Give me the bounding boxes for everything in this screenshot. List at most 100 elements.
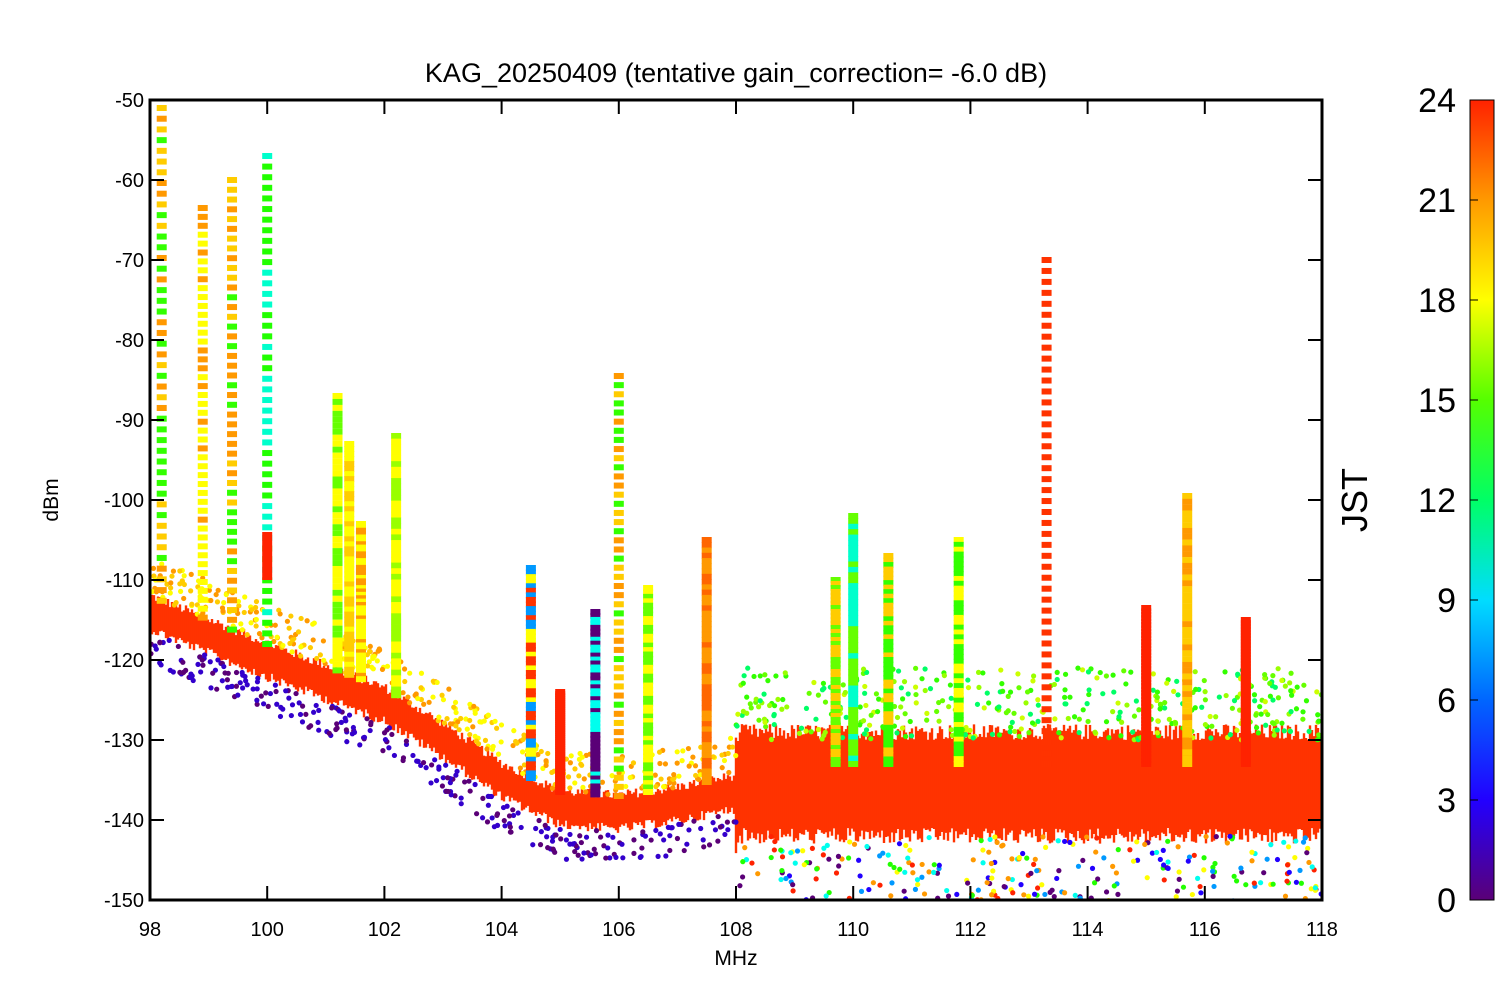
scatter-marker xyxy=(1257,704,1263,710)
scatter-marker xyxy=(458,795,464,801)
scatter-marker xyxy=(256,631,263,637)
signal-marker xyxy=(156,126,167,133)
signal-marker xyxy=(355,605,366,612)
scatter-marker xyxy=(794,848,801,854)
signal-marker xyxy=(1182,592,1193,599)
scatter-marker xyxy=(311,620,317,626)
signal-marker xyxy=(643,740,654,747)
signal-marker xyxy=(344,541,355,548)
scatter-marker xyxy=(592,851,599,857)
scatter-marker xyxy=(666,780,673,786)
signal-marker xyxy=(701,642,712,649)
scatter-marker xyxy=(177,568,183,574)
scatter-marker xyxy=(766,702,773,709)
scatter-marker xyxy=(1271,732,1277,738)
signal-marker xyxy=(525,565,536,571)
scatter-marker xyxy=(1157,856,1163,863)
signal-marker xyxy=(590,609,601,615)
signal-marker xyxy=(525,720,536,727)
signal-marker xyxy=(525,615,536,622)
signal-marker xyxy=(830,617,841,623)
signal-marker xyxy=(701,636,712,643)
signal-marker xyxy=(590,660,601,667)
signal-marker xyxy=(613,500,624,507)
signal-marker xyxy=(344,466,355,473)
signal-marker xyxy=(227,304,238,311)
scatter-marker xyxy=(456,727,462,733)
scatter-marker xyxy=(1306,728,1312,734)
scatter-marker xyxy=(902,711,908,717)
scatter-marker xyxy=(899,725,906,731)
scatter-marker xyxy=(545,845,551,851)
scatter-marker xyxy=(809,845,815,852)
scatter-marker xyxy=(181,595,187,602)
signal-marker xyxy=(332,613,343,620)
signal-marker xyxy=(391,517,402,524)
scatter-marker xyxy=(1164,680,1170,686)
scatter-marker xyxy=(1234,727,1240,733)
signal-marker xyxy=(156,544,167,551)
scatter-marker xyxy=(1176,876,1182,882)
signal-marker xyxy=(525,706,536,713)
scatter-marker xyxy=(993,904,998,909)
signal-marker xyxy=(197,552,208,559)
scatter-marker xyxy=(1209,723,1215,729)
scatter-marker xyxy=(763,724,769,730)
signal-marker xyxy=(344,441,355,447)
scatter-marker xyxy=(316,727,322,733)
signal-marker xyxy=(1141,710,1152,717)
scatter-marker xyxy=(1009,876,1015,883)
scatter-marker xyxy=(351,729,358,735)
signal-marker xyxy=(332,470,343,477)
scatter-marker xyxy=(1279,720,1285,726)
signal-marker xyxy=(391,686,402,693)
scatter-marker xyxy=(1316,732,1322,738)
signal-marker xyxy=(830,653,841,659)
scatter-marker xyxy=(1111,689,1117,695)
scatter-marker xyxy=(685,745,692,752)
signal-marker xyxy=(848,744,859,751)
y-tick-label: -100 xyxy=(104,490,144,512)
scatter-marker xyxy=(263,690,269,696)
signal-marker xyxy=(525,697,536,704)
scatter-marker xyxy=(735,711,741,717)
signal-marker xyxy=(1041,563,1052,570)
plot-area xyxy=(150,105,1322,909)
signal-marker xyxy=(953,624,964,631)
scatter-marker xyxy=(225,670,231,676)
signal-marker xyxy=(953,619,964,626)
scatter-marker xyxy=(1287,728,1294,734)
scatter-marker xyxy=(444,716,450,722)
scatter-marker xyxy=(891,864,897,871)
signal-marker xyxy=(344,551,355,558)
signal-marker xyxy=(1141,676,1152,683)
scatter-marker xyxy=(375,648,381,654)
scatter-marker xyxy=(510,742,516,749)
scatter-marker xyxy=(700,837,706,843)
scatter-marker xyxy=(843,714,849,720)
x-tick-label: 108 xyxy=(719,919,752,941)
signal-marker xyxy=(1182,510,1193,517)
signal-marker xyxy=(332,494,343,501)
scatter-marker xyxy=(207,659,213,665)
scatter-marker xyxy=(472,781,478,788)
signal-marker xyxy=(590,684,601,691)
scatter-marker xyxy=(293,690,299,697)
scatter-marker xyxy=(1023,700,1029,706)
signal-marker xyxy=(332,428,343,435)
signal-marker xyxy=(1141,757,1152,764)
signal-marker xyxy=(701,768,712,775)
scatter-marker xyxy=(946,704,952,710)
scatter-marker xyxy=(607,855,613,861)
scatter-marker xyxy=(1035,718,1041,724)
scatter-marker xyxy=(207,583,213,589)
signal-marker xyxy=(848,529,859,536)
scatter-marker xyxy=(715,813,721,820)
scatter-marker xyxy=(344,739,350,745)
signal-marker xyxy=(643,611,654,618)
signal-marker xyxy=(613,592,624,599)
signal-marker xyxy=(643,789,654,795)
signal-marker xyxy=(1182,702,1193,709)
signal-marker xyxy=(590,771,601,778)
scatter-marker xyxy=(210,670,216,676)
